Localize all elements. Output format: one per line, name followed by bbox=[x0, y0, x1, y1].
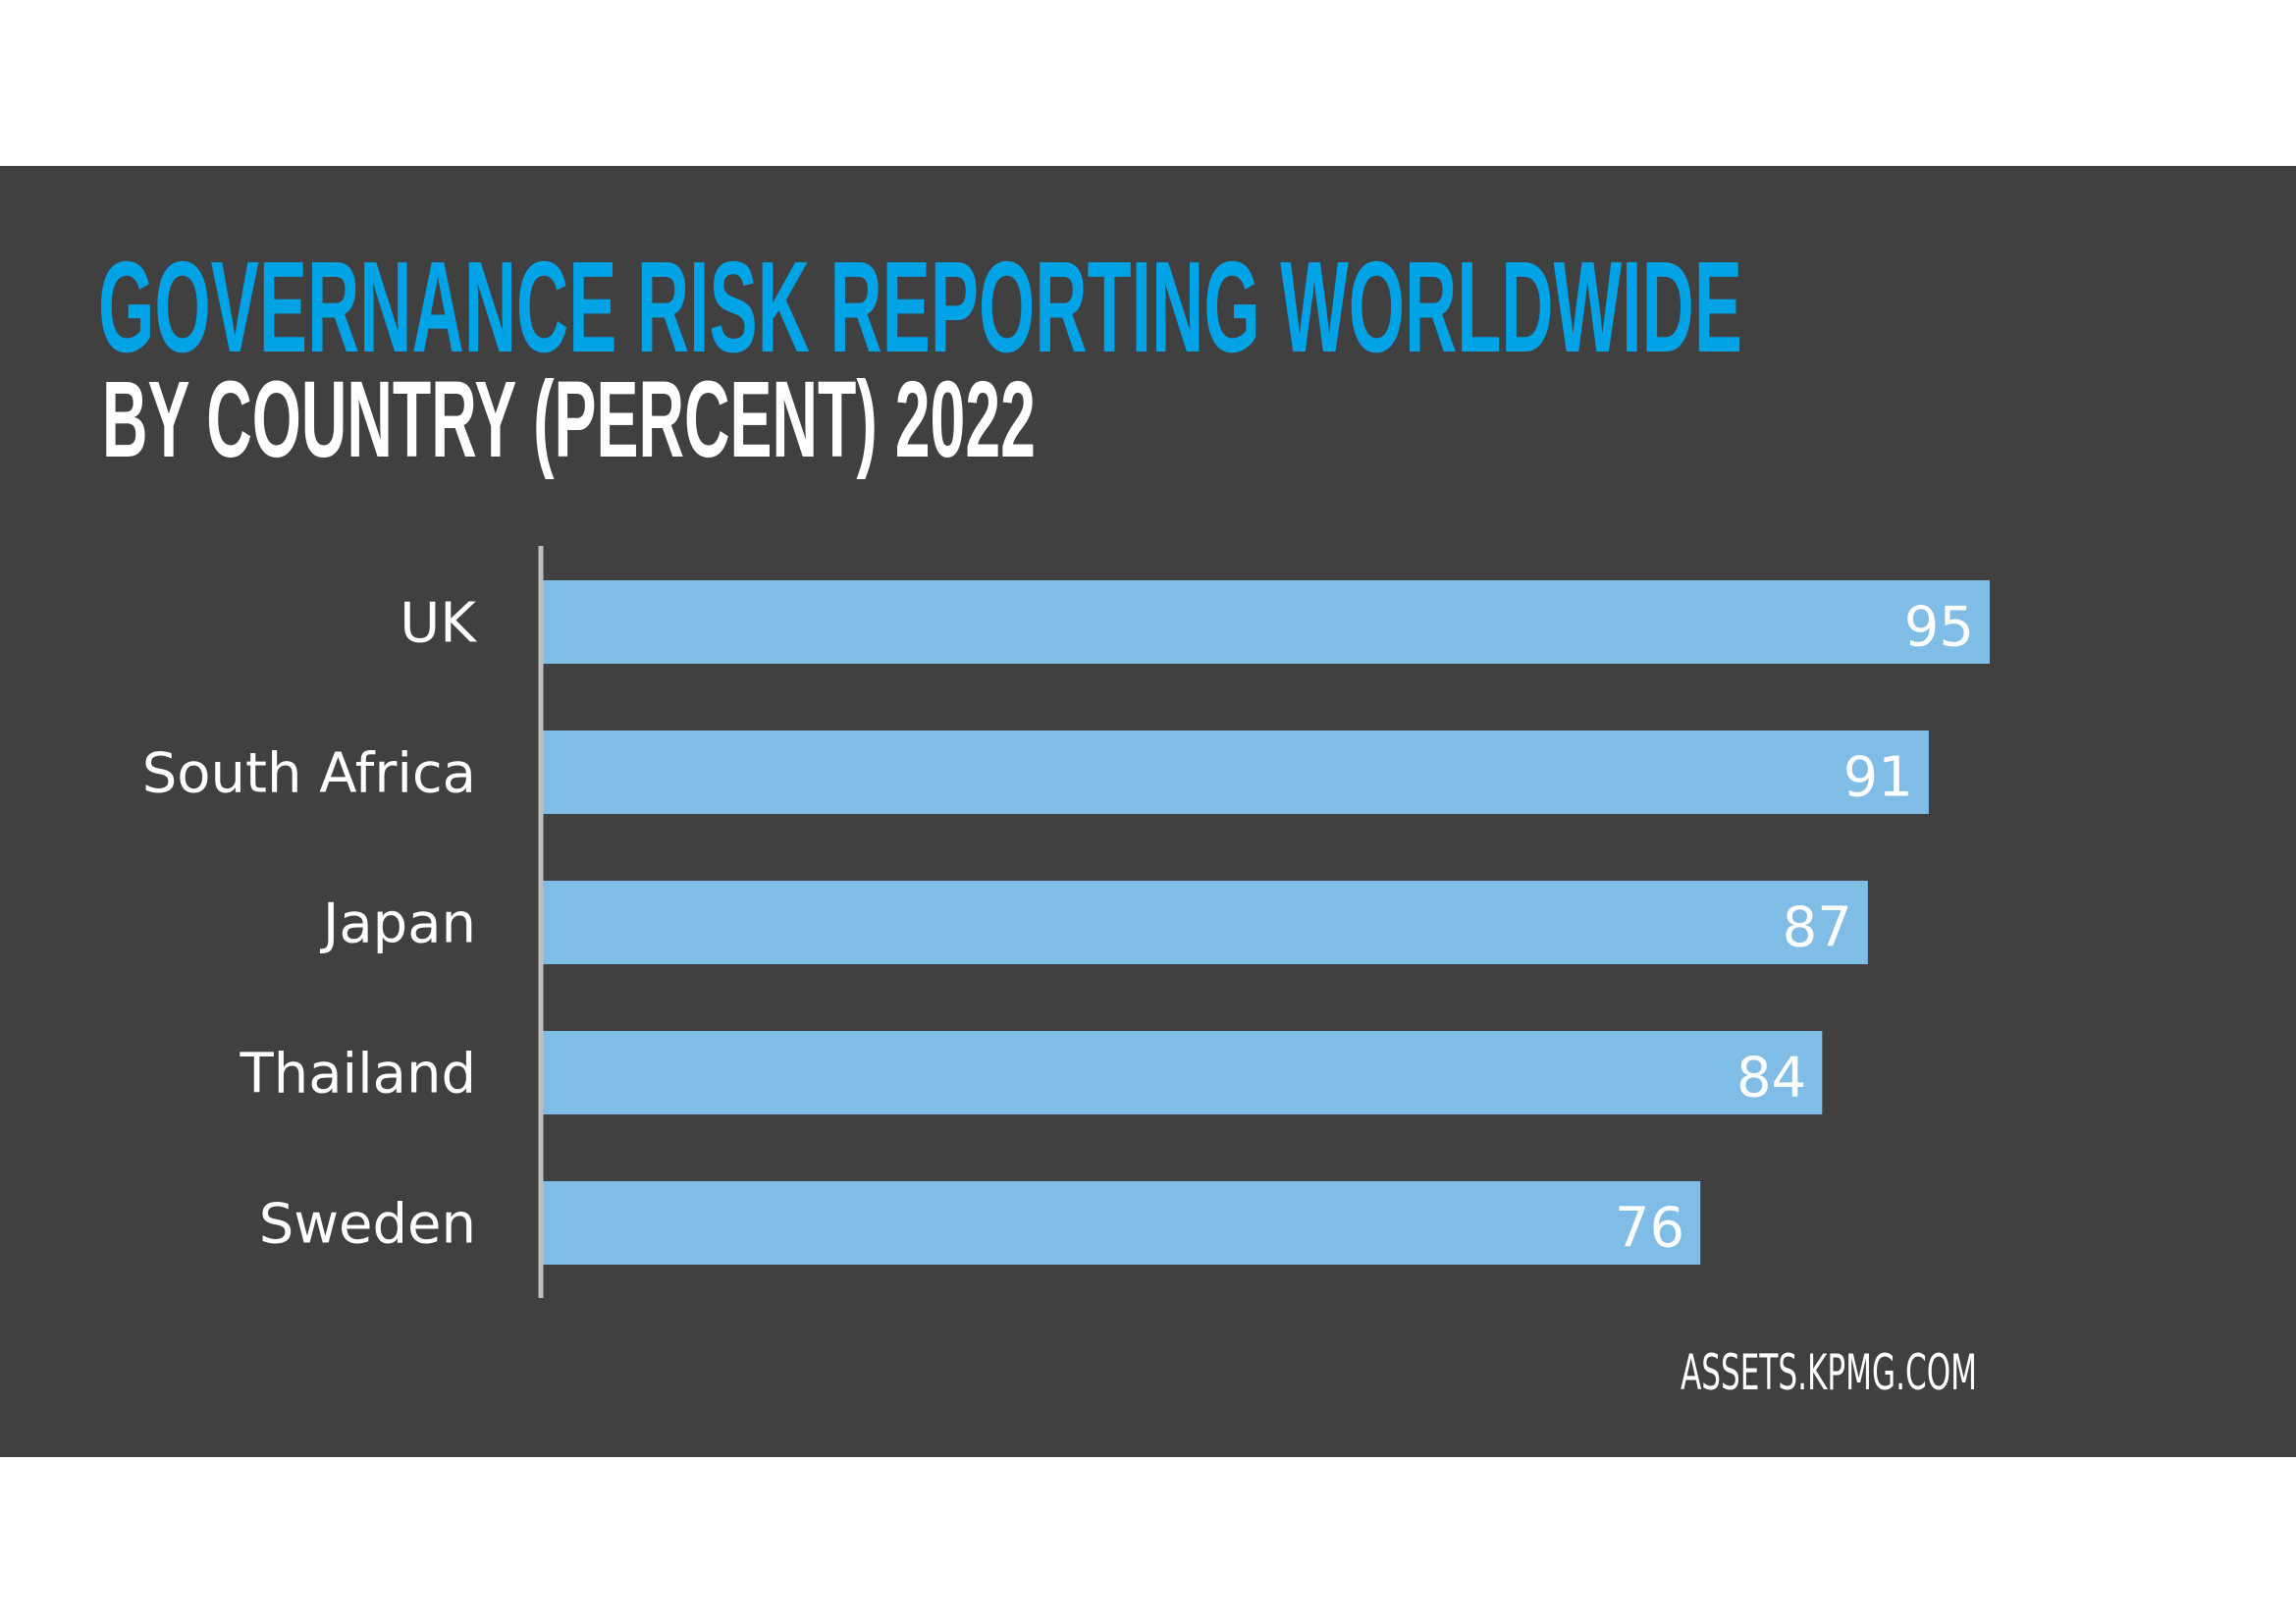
value-label: 76 bbox=[1615, 1197, 1684, 1261]
bar-japan bbox=[543, 881, 1868, 964]
category-label: Thailand bbox=[240, 1043, 477, 1107]
bar-sweden bbox=[543, 1181, 1701, 1265]
bar-uk bbox=[543, 580, 1990, 664]
value-label: 95 bbox=[1904, 596, 1974, 660]
category-label: Sweden bbox=[259, 1193, 476, 1257]
category-label: South Africa bbox=[142, 742, 476, 806]
bars-group: UK 95 South Africa 91 Japan 87 Thailand 84 Swede… bbox=[142, 580, 1990, 1265]
value-label: 84 bbox=[1736, 1047, 1806, 1110]
category-label: UK bbox=[400, 592, 477, 656]
value-label: 91 bbox=[1843, 746, 1913, 810]
bar-thailand bbox=[543, 1031, 1823, 1114]
chart-title: GOVERNANCE RISK REPORTING WORLDWIDE bbox=[98, 235, 1742, 379]
source-label: ASSETS.KPMG.COM bbox=[1681, 1344, 1977, 1401]
bar-south-africa bbox=[543, 731, 1929, 814]
value-label: 87 bbox=[1783, 896, 1852, 960]
chart-subtitle: BY COUNTRY (PERCENT) 2022 bbox=[102, 359, 1036, 480]
category-label: Japan bbox=[320, 893, 476, 956]
